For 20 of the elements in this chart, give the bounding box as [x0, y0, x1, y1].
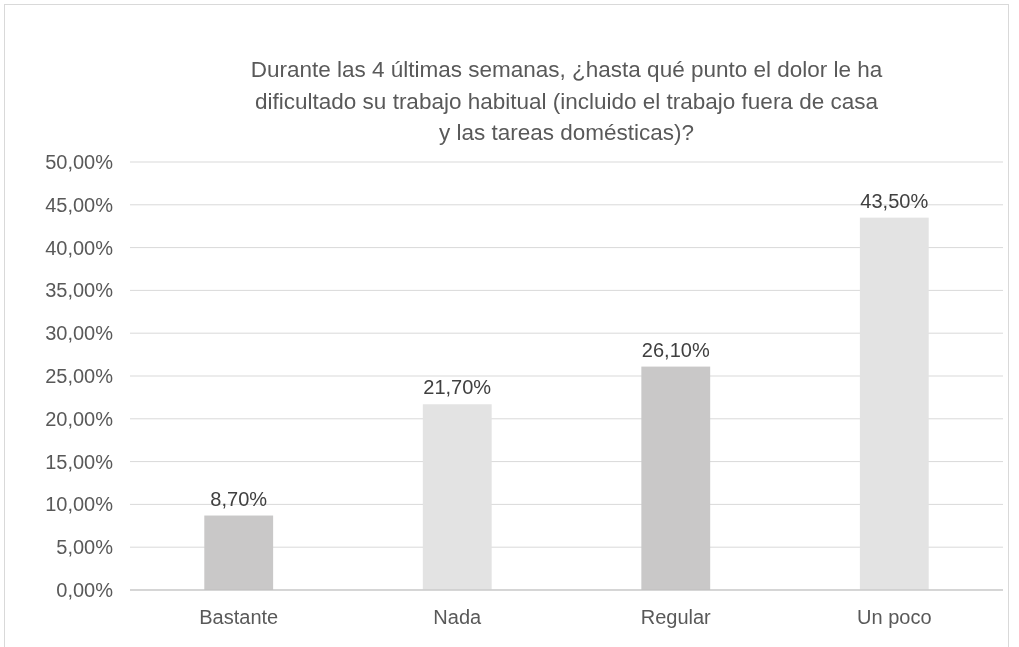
y-tick-label: 50,00%	[45, 151, 114, 173]
y-tick-label: 20,00%	[45, 407, 114, 430]
data-label: 8,70%	[210, 487, 268, 510]
x-tick-label: Bastante	[199, 606, 279, 628]
y-tick-label: 30,00%	[45, 322, 114, 345]
data-label: 26,10%	[641, 338, 710, 361]
x-tick-label: Regular	[640, 606, 712, 628]
chart-title: Durante las 4 últimas semanas, ¿hasta qué punto el dolor le ha dificultado su trabajo habitual (incluido el trabajo fuera de casa y las tareas domésticas)?	[250, 57, 883, 145]
x-tick-label: Nada	[433, 606, 483, 628]
data-label: 43,50%	[860, 189, 929, 212]
y-tick-label: 15,00%	[45, 450, 114, 473]
y-tick-label: 40,00%	[45, 236, 114, 259]
y-tick-label: 35,00%	[45, 279, 114, 302]
y-tick-label: 25,00%	[45, 365, 114, 387]
data-label: 21,70%	[423, 376, 492, 399]
x-tick-label: Un poco	[857, 606, 932, 628]
y-tick-label: 45,00%	[45, 193, 114, 216]
y-tick-label: 5,00%	[56, 536, 114, 559]
y-tick-label: 0,00%	[56, 579, 114, 601]
y-tick-label: 10,00%	[45, 493, 114, 516]
